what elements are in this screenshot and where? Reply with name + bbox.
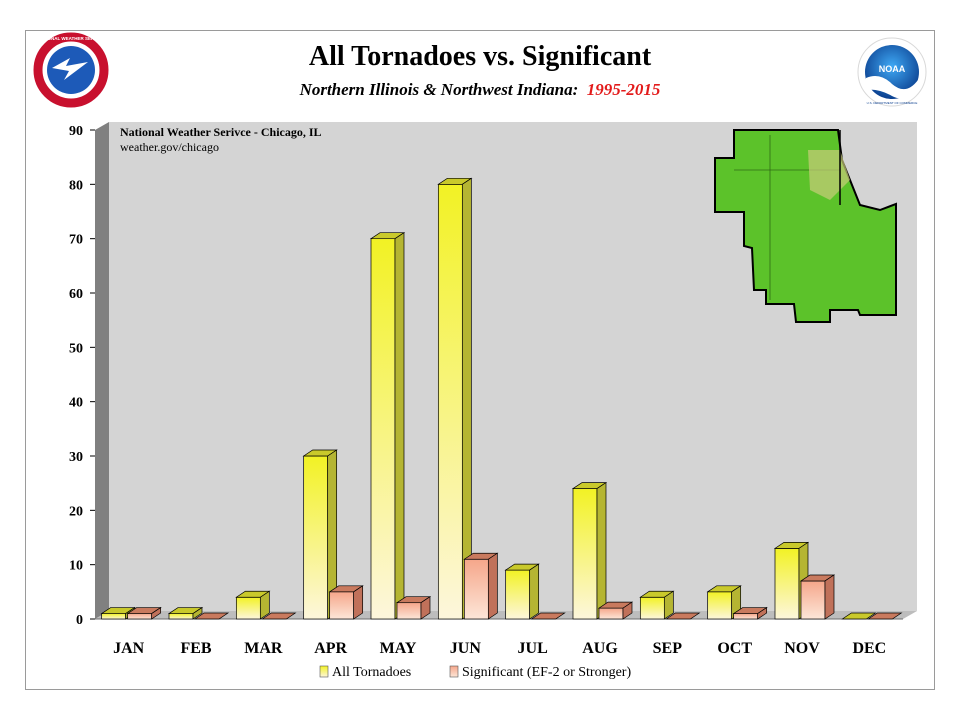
x-tick-label-oct: OCT [717,640,752,657]
x-tick-label-jan: JAN [113,640,145,657]
bar-significant-apr [328,585,364,620]
subtitle-years: 1995-2015 [586,80,661,99]
bar-significant-may [395,596,432,620]
legend-swatch-all [319,665,329,678]
y-tick-label: 90 [69,124,83,139]
chart-legend: All Tornadoes Significant (EF-2 or Stron… [319,665,631,680]
y-tick-label: 10 [69,559,83,574]
bar-significant-aug [597,601,634,620]
legend-label-all: All Tornadoes [332,665,411,680]
y-tick-label: 60 [69,287,83,302]
x-tick-label-dec: DEC [852,640,886,657]
subtitle-region: Northern Illinois & Northwest Indiana: [299,80,579,99]
x-tick-label-jun: JUN [450,640,482,657]
y-tick-label: 30 [69,450,83,465]
plot-left-wall [95,122,109,619]
nws-logo-text: NATIONAL WEATHER SERVICE [37,36,104,41]
x-tick-label-aug: AUG [582,640,618,657]
y-tick-label: 0 [76,613,83,628]
y-tick-label: 40 [69,396,83,411]
bar-all-feb [167,606,204,620]
x-tick-label-sep: SEP [653,640,683,657]
bar-all-apr [302,449,338,620]
y-tick-label: 20 [69,504,83,519]
source-line-2: weather.gov/chicago [120,140,219,154]
nws-logo: NATIONAL WEATHER SERVICE [33,32,109,108]
x-tick-label-jul: JUL [518,640,548,657]
bar-significant-nov [799,574,836,620]
bar-significant-jul [530,612,566,620]
source-line-1: National Weather Serivce - Chicago, IL [120,125,322,139]
x-tick-label-mar: MAR [244,640,283,657]
bar-significant-sep [665,612,701,620]
x-tick-label-may: MAY [380,640,417,657]
bar-significant-dec [867,612,903,620]
bar-significant-jun [463,552,499,620]
chart-title: All Tornadoes vs. Significant [308,41,652,72]
bar-significant-oct [732,606,768,620]
bar-all-dec [841,612,877,620]
y-tick-label: 70 [69,233,83,248]
bar-significant-feb [193,612,230,620]
noaa-logo: NOAA U.S. DEPARTMENT OF COMMERCE [857,37,927,107]
noaa-ring-text: U.S. DEPARTMENT OF COMMERCE [867,101,918,105]
bar-all-may [369,232,406,620]
x-tick-label-apr: APR [314,640,347,657]
bar-all-sep [639,590,675,620]
x-tick-label-nov: NOV [784,640,820,657]
x-tick-label-feb: FEB [180,640,211,657]
chart-subtitle: Northern Illinois & Northwest Indiana: 1… [0,80,960,100]
noaa-logo-text: NOAA [879,64,906,74]
bar-significant-mar [261,612,297,620]
legend-swatch-significant [449,665,459,678]
bar-all-mar [235,590,271,620]
y-tick-label: 50 [69,341,83,356]
region-map-image [714,129,897,323]
y-tick-label: 80 [69,178,83,193]
bar-all-jul [504,563,540,620]
bar-all-jun [437,177,473,620]
bar-significant-jan [126,606,162,620]
legend-label-significant: Significant (EF-2 or Stronger) [462,665,631,680]
bar-all-aug [571,481,608,620]
